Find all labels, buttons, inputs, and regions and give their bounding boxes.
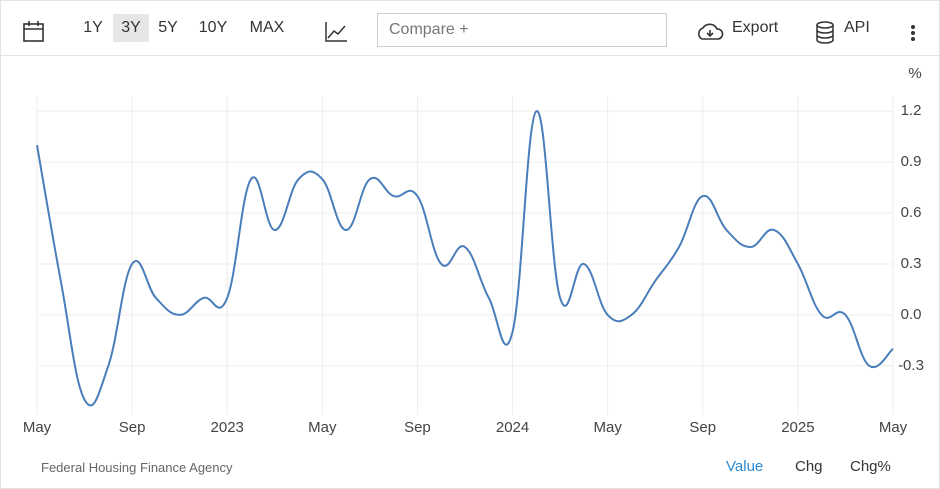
footer-tab[interactable]: Chg%	[850, 458, 891, 475]
x-tick-label: May	[879, 419, 908, 436]
calendar-icon[interactable]	[23, 21, 45, 43]
x-tick-label: May	[308, 419, 337, 436]
x-tick-label: Sep	[689, 419, 716, 436]
footer-tab[interactable]: Value	[726, 458, 764, 475]
x-tick-label: 2023	[211, 419, 244, 436]
x-tick-label: Sep	[404, 419, 431, 436]
range-button[interactable]: 1Y	[83, 19, 103, 36]
range-button[interactable]: MAX	[249, 19, 285, 36]
data-line	[36, 110, 894, 407]
range-button[interactable]: 10Y	[198, 19, 228, 36]
y-tick-label: 0.6	[901, 204, 922, 221]
range-button[interactable]: 3Y	[113, 14, 149, 42]
x-tick-label: 2025	[781, 419, 814, 436]
menu-icon[interactable]	[909, 25, 917, 43]
x-tick-label: May	[23, 419, 52, 436]
x-tick-label: May	[593, 419, 622, 436]
toolbar: 1Y 3Y 5Y 10Y MAX Compare + Export API	[1, 1, 939, 56]
range-button[interactable]: 5Y	[158, 19, 178, 36]
x-tick-label: Sep	[119, 419, 146, 436]
footer-tab[interactable]: Chg	[795, 458, 823, 475]
export-button[interactable]: Export	[732, 19, 779, 36]
chart-type-icon[interactable]	[324, 21, 348, 43]
y-tick-label: -0.3	[898, 357, 924, 374]
export-icon	[698, 23, 724, 40]
unit-label: %	[908, 65, 921, 82]
y-tick-label: 0.9	[901, 153, 922, 170]
api-button[interactable]: API	[844, 19, 870, 36]
compare-input[interactable]: Compare +	[377, 13, 667, 47]
api-icon	[816, 21, 834, 44]
y-tick-label: 1.2	[901, 102, 922, 119]
y-tick-label: 0.3	[901, 255, 922, 272]
y-tick-label: 0.0	[901, 306, 922, 323]
x-tick-label: 2024	[496, 419, 529, 436]
source: Federal Housing Finance Agency	[41, 460, 233, 475]
